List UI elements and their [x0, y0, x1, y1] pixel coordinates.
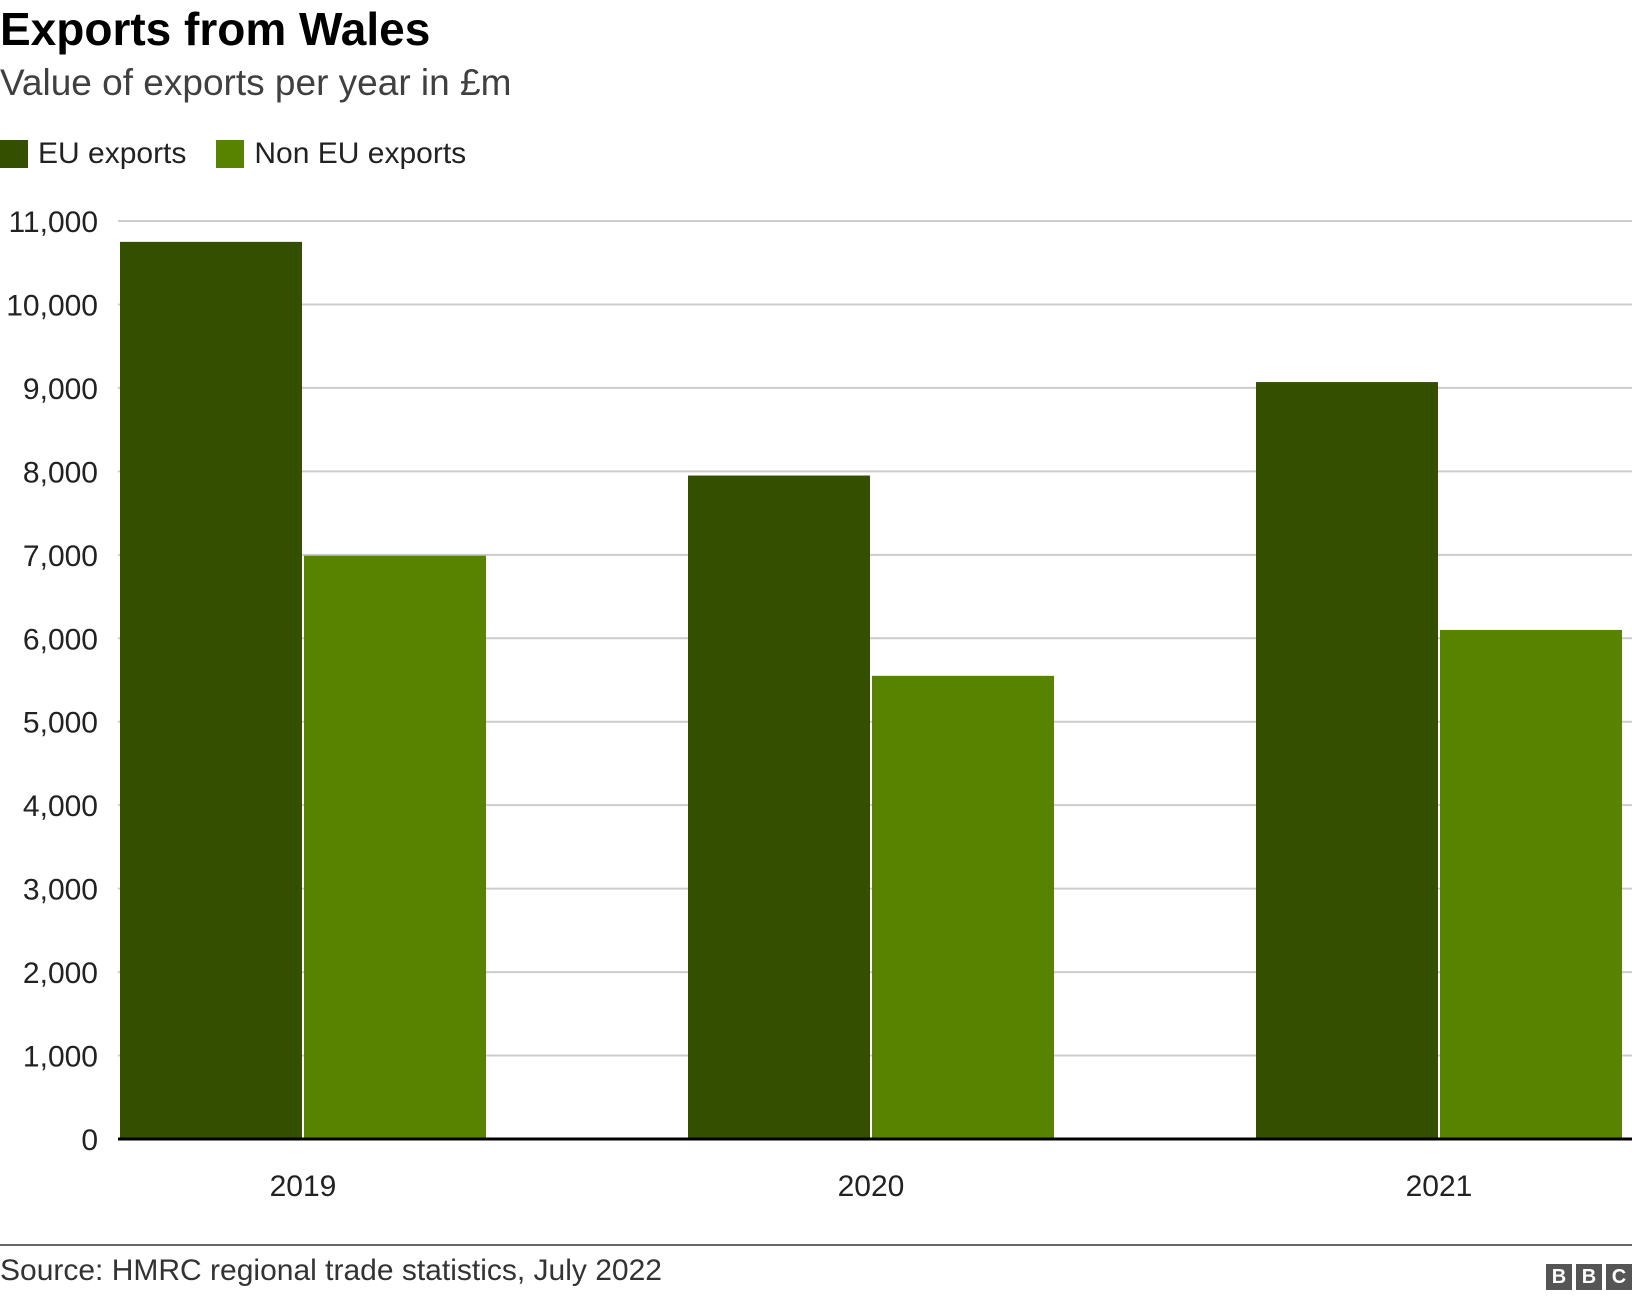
y-tick-label: 10,000: [6, 289, 98, 322]
x-tick-label: 2019: [270, 1170, 337, 1203]
bar-eu-exports-2020: [688, 475, 870, 1139]
bbc-logo: B B C: [1542, 1264, 1632, 1290]
x-tick-label: 2021: [1406, 1170, 1473, 1203]
chart-subtitle: Value of exports per year in £m: [0, 62, 512, 103]
bar-non-eu-exports-2019: [304, 555, 486, 1139]
bbc-logo-letter: B: [1576, 1264, 1602, 1290]
y-tick-label: 9,000: [23, 373, 98, 406]
y-tick-label: 8,000: [23, 456, 98, 489]
y-tick-label: 2,000: [23, 957, 98, 990]
legend-item-non-eu-exports: Non EU exports: [216, 137, 466, 171]
bar-eu-exports-2021: [1256, 382, 1438, 1139]
y-tick-label: 11,000: [8, 206, 98, 239]
source-note: Source: HMRC regional trade statistics, …: [0, 1254, 662, 1287]
legend: EU exports Non EU exports: [0, 136, 496, 172]
bar-non-eu-exports-2020: [872, 675, 1054, 1139]
legend-swatch-non-eu-exports: [216, 140, 245, 168]
bar-non-eu-exports-2021: [1440, 629, 1622, 1139]
y-tick-label: 1,000: [23, 1041, 98, 1074]
y-tick-label: 0: [81, 1124, 98, 1157]
legend-label-eu-exports: EU exports: [38, 137, 187, 170]
legend-item-eu-exports: EU exports: [0, 137, 186, 171]
y-tick-label: 7,000: [23, 540, 98, 573]
chart-title: Exports from Wales: [0, 3, 431, 55]
legend-label-non-eu-exports: Non EU exports: [254, 137, 467, 170]
legend-swatch-eu-exports: [0, 140, 28, 168]
bbc-logo-letter: B: [1546, 1264, 1572, 1290]
y-tick-label: 3,000: [23, 874, 98, 907]
x-tick-label: 2020: [838, 1170, 905, 1203]
bar-eu-exports-2019: [120, 241, 302, 1139]
bbc-logo-letter: C: [1606, 1264, 1632, 1290]
footer-divider: [0, 1244, 1632, 1246]
bar-chart: 0 1,000 2,000 3,000 4,000 5,000 6,000 7,000 8,00…: [6, 206, 1632, 1203]
y-tick-label: 6,000: [23, 623, 98, 656]
y-tick-label: 4,000: [23, 790, 98, 823]
y-tick-label: 5,000: [23, 707, 98, 740]
